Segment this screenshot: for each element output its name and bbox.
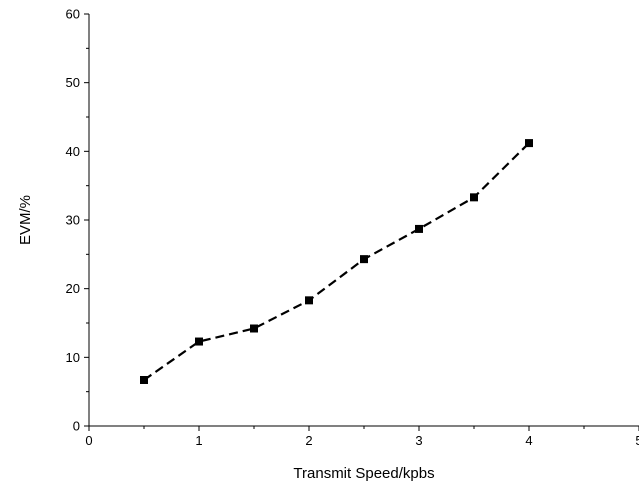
- y-tick-label: 20: [66, 281, 80, 296]
- data-point: [360, 255, 368, 264]
- data-point: [250, 324, 258, 333]
- y-tick-label: 30: [66, 213, 80, 228]
- ticks: 0123450102030405060: [66, 7, 639, 448]
- x-tick-label: 1: [195, 433, 202, 448]
- series-line: [143, 142, 530, 381]
- axes: [88, 14, 639, 427]
- x-tick-label: 4: [525, 433, 532, 448]
- data-point: [140, 375, 148, 384]
- data-point: [195, 337, 203, 346]
- y-tick-label: 60: [66, 7, 80, 22]
- x-tick-label: 0: [85, 433, 92, 448]
- data-point: [470, 193, 478, 202]
- x-axis-title: Transmit Speed/kpbs: [293, 465, 434, 482]
- data-point: [305, 296, 313, 305]
- y-tick-label: 0: [73, 419, 80, 434]
- series: [140, 139, 533, 384]
- y-tick-label: 10: [66, 350, 80, 365]
- y-tick-label: 50: [66, 75, 80, 90]
- x-tick-label: 2: [305, 433, 312, 448]
- x-tick-label: 5: [635, 433, 639, 448]
- y-axis-title: EVM/%: [17, 195, 34, 245]
- data-point: [415, 224, 423, 233]
- data-point: [525, 139, 533, 148]
- y-tick-label: 40: [66, 144, 80, 159]
- x-tick-label: 3: [415, 433, 422, 448]
